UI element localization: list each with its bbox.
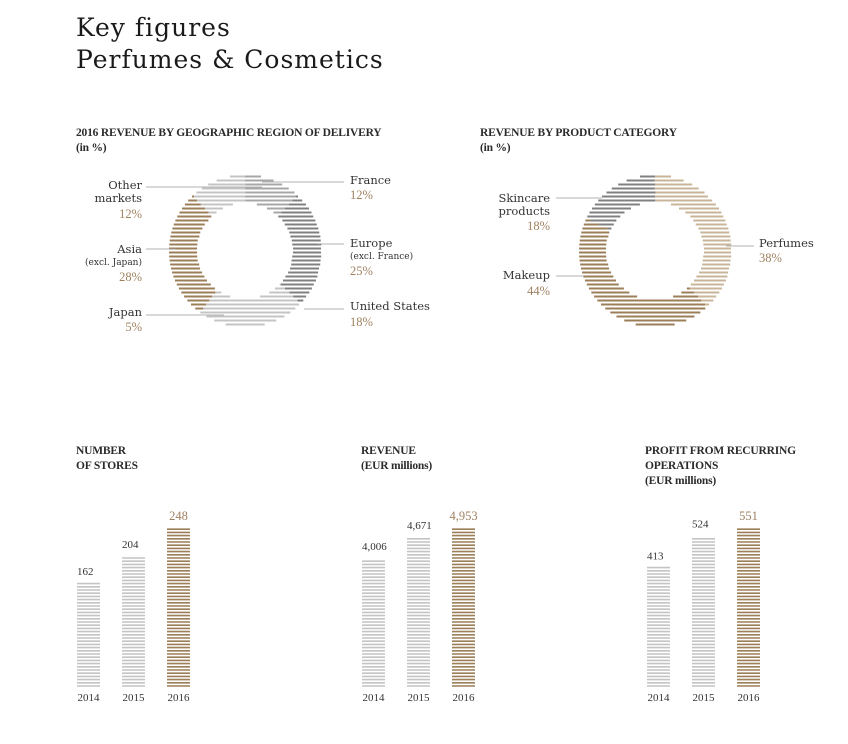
cat-label-makeup: Makeup: [502, 268, 550, 282]
category-donut-slice-makeup: [579, 219, 706, 326]
category-chart-title-text: REVENUE BY PRODUCT CATEGORY: [480, 127, 677, 139]
stores-tick-label-2015: 2015: [123, 692, 146, 704]
geo-chart-title: 2016 REVENUE BY GEOGRAPHIC REGION OF DEL…: [76, 126, 382, 156]
revenue-title-line2: (EUR millions): [361, 460, 432, 472]
geo-label-asia: Asia: [117, 242, 142, 256]
geo-label-europe-detail: (excl. France): [350, 252, 414, 262]
geo-donut-slice-europe: [278, 195, 322, 302]
page-title: Key figures Perfumes & Cosmetics: [76, 12, 384, 76]
profit-title-line1: PROFIT FROM RECURRING: [645, 445, 796, 457]
revenue-bar-2014: [362, 560, 385, 687]
revenue-value-label-2015: 4,671: [407, 520, 432, 532]
profit-tick-label-2016: 2016: [738, 692, 761, 704]
category-chart-subtitle: (in %): [480, 142, 511, 154]
geo-donut-slice-us: [222, 283, 300, 326]
revenue-tick-label-2014: 2014: [363, 692, 386, 704]
page-title-line1: Key figures: [76, 13, 231, 42]
profit-title-line2: OPERATIONS: [645, 460, 719, 472]
stores-tick-label-2014: 2014: [78, 692, 101, 704]
stores-bar-2016: [167, 528, 190, 687]
revenue-title-line1: REVENUE: [361, 445, 416, 457]
geo-pct-europe: 25%: [350, 264, 373, 278]
geo-label-us: United States: [350, 299, 430, 313]
geo-pct-us: 18%: [350, 315, 373, 329]
page-title-line2: Perfumes & Cosmetics: [76, 45, 384, 74]
geo-pct-japan: 5%: [125, 320, 142, 334]
cat-pct-skincare: 18%: [527, 219, 550, 233]
cat-label-skincare: Skincare products: [498, 191, 550, 218]
category-donut-slice-perfumes: [654, 175, 732, 306]
geo-chart-title-text: 2016 REVENUE BY GEOGRAPHIC REGION OF DEL…: [76, 127, 382, 139]
cat-label-perfumes: Perfumes: [759, 236, 814, 250]
stores-value-label-2014: 162: [77, 566, 94, 578]
revenue-bar-2015: [407, 537, 430, 687]
geo-donut: [146, 175, 344, 326]
stores-title-line2: OF STORES: [76, 460, 138, 472]
revenue-bars: 4,006 2014 4,671 2015 4,953 2016: [362, 509, 478, 704]
profit-bar-2014: [647, 566, 670, 687]
profit-title-line3: (EUR millions): [645, 475, 716, 487]
stores-tick-label-2016: 2016: [168, 692, 191, 704]
geo-chart-subtitle: (in %): [76, 142, 107, 154]
geo-pct-asia: 28%: [119, 270, 142, 284]
profit-bar-2015: [692, 537, 715, 687]
geo-pct-other: 12%: [119, 207, 142, 221]
geo-donut-slice-other: [194, 175, 246, 214]
geo-pct-france: 12%: [350, 188, 373, 202]
geo-label-other: Other markets: [94, 179, 142, 205]
geo-donut-slice-france: [244, 175, 297, 214]
profit-bars: 413 2014 524 2015 551 2016: [647, 509, 760, 704]
profit-value-label-2014: 413: [647, 551, 664, 563]
stores-bars: 162 2014 204 2015 248 2016: [77, 509, 190, 704]
stores-bar-2015: [122, 557, 145, 687]
geo-donut-slice-japan: [200, 291, 231, 322]
revenue-bar-2016: [452, 528, 475, 687]
geo-label-other-text: Other markets: [94, 178, 142, 205]
revenue-value-label-2016: 4,953: [449, 509, 477, 523]
geo-label-europe: Europe: [350, 236, 393, 250]
revenue-tick-label-2015: 2015: [408, 692, 431, 704]
geo-label-japan: Japan: [108, 305, 142, 319]
profit-value-label-2016: 551: [739, 509, 758, 523]
profit-tick-label-2014: 2014: [648, 692, 671, 704]
stores-value-label-2015: 204: [122, 539, 139, 551]
profit-bar-2016: [737, 528, 760, 687]
category-donut-slice-skincare: [587, 175, 656, 230]
cat-pct-makeup: 44%: [527, 284, 550, 298]
revenue-tick-label-2016: 2016: [453, 692, 476, 704]
revenue-chart-title: REVENUE (EUR millions): [361, 444, 432, 474]
stores-bar-2014: [77, 582, 100, 687]
stores-title-line1: NUMBER: [76, 445, 126, 457]
profit-value-label-2015: 524: [692, 519, 709, 531]
stores-chart-title: NUMBER OF STORES: [76, 444, 138, 474]
category-donut: [556, 175, 754, 326]
profit-tick-label-2015: 2015: [693, 692, 716, 704]
category-chart-title: REVENUE BY PRODUCT CATEGORY (in %): [480, 126, 677, 156]
profit-chart-title: PROFIT FROM RECURRING OPERATIONS (EUR mi…: [645, 444, 796, 489]
geo-donut-slice-asia: [169, 195, 216, 310]
revenue-value-label-2014: 4,006: [362, 541, 387, 553]
geo-label-asia-detail: (excl. Japan): [85, 258, 142, 268]
stores-value-label-2016: 248: [169, 509, 188, 523]
geo-label-france: France: [350, 173, 391, 187]
cat-pct-perfumes: 38%: [759, 251, 782, 265]
